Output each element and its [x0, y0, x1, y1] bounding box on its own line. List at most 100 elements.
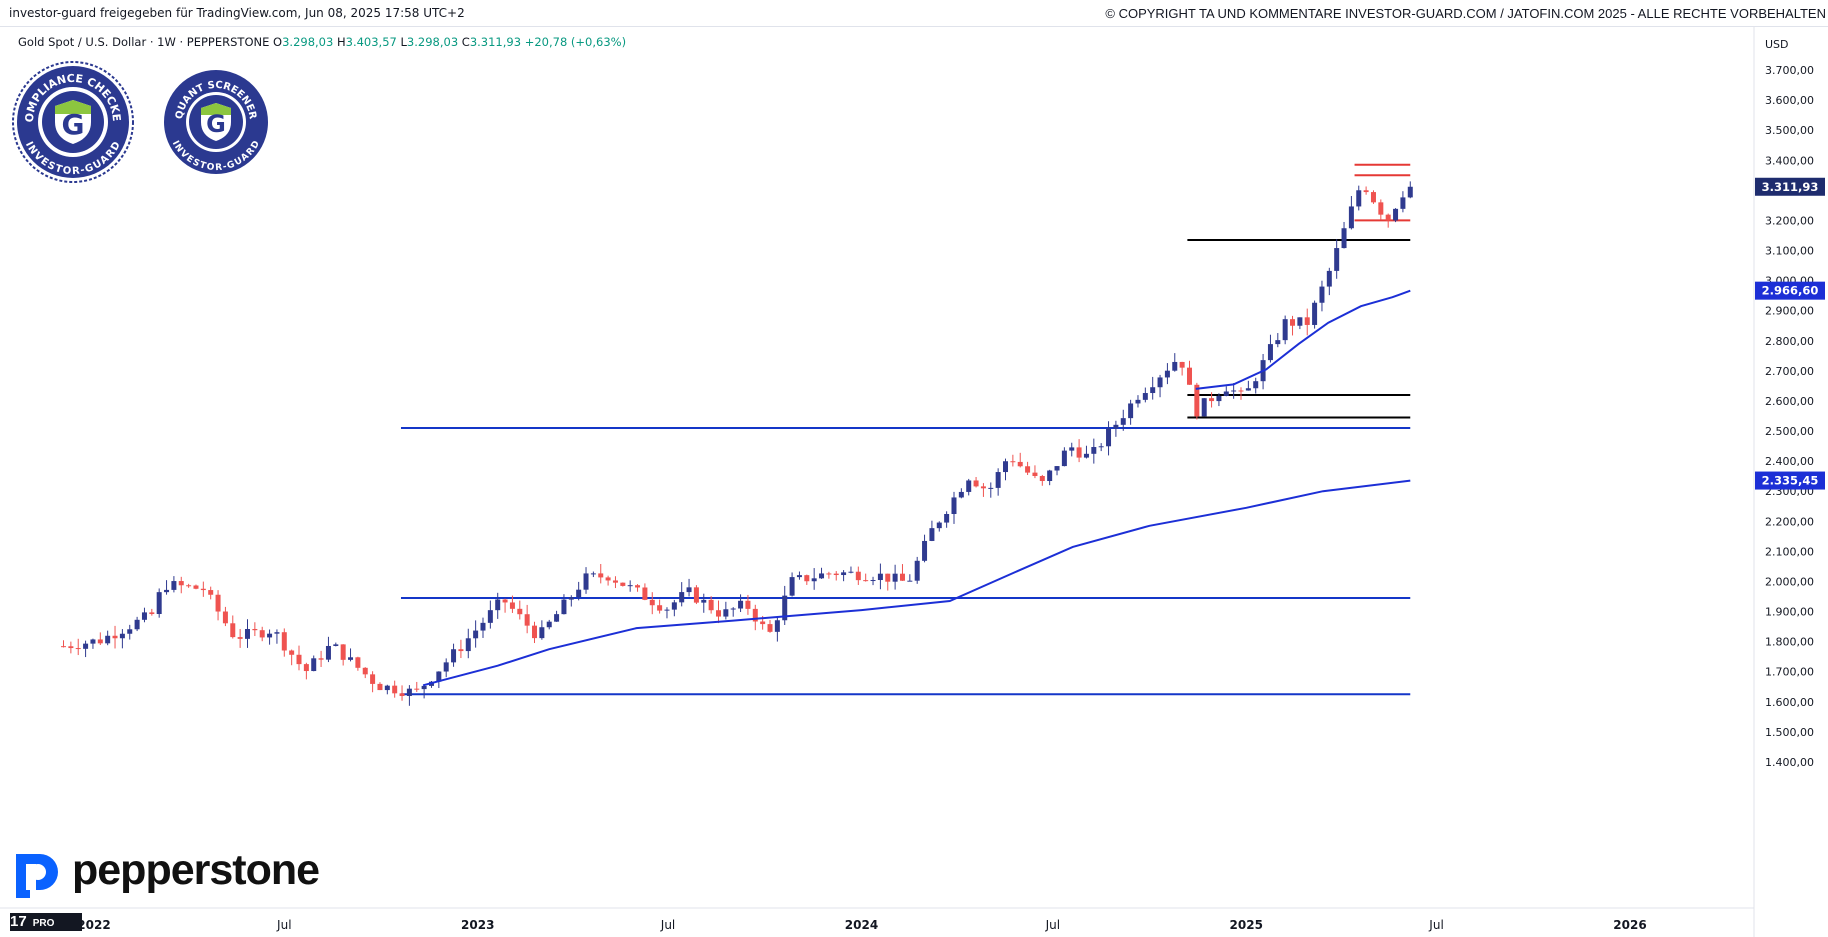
candle-body [215, 594, 221, 612]
candle-body [1290, 319, 1296, 326]
candle-body [1407, 186, 1413, 198]
currency-label[interactable]: USD [1765, 38, 1789, 51]
price-tick-label: 2.200,00 [1765, 515, 1814, 528]
svg-text:G: G [62, 108, 85, 141]
candle-body [922, 540, 928, 561]
price-tick-label: 2.000,00 [1765, 575, 1814, 588]
candle-body [480, 622, 486, 631]
candle-body [230, 623, 236, 638]
candle-body [958, 491, 964, 498]
tv-logo-text: 17 [10, 913, 27, 930]
candle-body [1054, 466, 1060, 471]
candle-body [458, 649, 464, 652]
candle-body [1098, 446, 1104, 448]
symbol-legend: Gold Spot / U.S. Dollar · 1W · PEPPERSTO… [18, 35, 626, 49]
candle-body [848, 571, 854, 573]
symbol-title[interactable]: Gold Spot / U.S. Dollar · 1W · PEPPERSTO… [18, 35, 270, 49]
candle-body [237, 637, 243, 639]
candle-body [1091, 447, 1097, 454]
candle-body [1209, 398, 1215, 402]
candles [61, 181, 1413, 706]
candle-body [1083, 453, 1089, 458]
candle-body [826, 573, 832, 575]
candle-body [863, 580, 869, 582]
candle-body [988, 487, 994, 489]
high-value: 3.403,57 [345, 35, 397, 49]
candle-body [1312, 302, 1318, 325]
candle-body [627, 585, 633, 587]
candle-body [944, 514, 950, 523]
candle-body [1076, 447, 1082, 458]
candle-body [1128, 403, 1134, 419]
high-label: H [336, 35, 346, 49]
candle-body [539, 627, 545, 639]
tradingview-pro-mark[interactable]: 17 PRO [10, 913, 82, 931]
candle-body [443, 662, 449, 672]
candle-body [1164, 370, 1170, 378]
candle-body [222, 611, 228, 624]
candle-body [980, 486, 986, 489]
candle-body [811, 578, 817, 582]
pepperstone-logo-icon [16, 854, 58, 898]
price-tick-label: 1.500,00 [1765, 726, 1814, 739]
time-tick-label: Jul [1428, 918, 1443, 932]
candle-body [929, 528, 935, 541]
candle-body [1061, 450, 1067, 467]
candle-body [509, 602, 515, 609]
candle-body [907, 580, 913, 582]
candle-body [804, 575, 810, 582]
candle-body [693, 587, 699, 603]
candle-body [1267, 344, 1273, 361]
candle-body [141, 612, 147, 620]
ma-value-tag-bg [1755, 281, 1825, 300]
candle-body [1032, 472, 1038, 477]
change-value: +20,78 (+0,63%) [524, 35, 627, 49]
price-tick-label: 1.700,00 [1765, 666, 1814, 679]
price-axis: USD 3.700,003.600,003.500,003.400,003.30… [0, 26, 1814, 937]
candle-body [495, 599, 501, 611]
low-value: 3.298,03 [406, 35, 459, 49]
candle-body [664, 609, 670, 611]
candle-body [252, 628, 258, 631]
candle-body [83, 643, 89, 649]
top-bar: investor-guard freigegeben für TradingVi… [0, 0, 1828, 27]
price-tick-label: 1.900,00 [1765, 606, 1814, 619]
candle-body [208, 590, 214, 595]
candle-body [554, 614, 560, 622]
price-tick-label: 3.700,00 [1765, 64, 1814, 77]
candle-body [311, 658, 317, 672]
candle-body [178, 581, 184, 586]
candle-body [819, 573, 825, 579]
price-chart[interactable]: USD 3.700,003.600,003.500,003.400,003.30… [0, 26, 1828, 937]
candle-body [679, 592, 685, 603]
candle-body [686, 587, 692, 593]
candle-body [473, 630, 479, 639]
candle-body [296, 654, 302, 665]
candle-body [760, 621, 766, 625]
candle-body [1039, 476, 1045, 482]
candle-body [119, 633, 125, 639]
candle-body [1186, 367, 1192, 385]
ma-value-tag: 2.335,45 [1762, 474, 1819, 488]
candle-body [1142, 393, 1148, 400]
candle-body [244, 628, 250, 639]
candle-body [281, 632, 287, 651]
moving-average-line [422, 479, 1411, 687]
ma-value-tag-bg [1755, 471, 1825, 490]
candle-body [502, 599, 508, 603]
candle-body [966, 480, 972, 492]
low-label: L [400, 35, 407, 49]
candle-body [68, 646, 74, 649]
close-label: C [461, 35, 470, 49]
candle-body [1223, 391, 1229, 396]
candle-body [289, 650, 295, 655]
candle-body [259, 630, 265, 638]
candle-body [362, 667, 368, 675]
candle-body [767, 624, 773, 632]
candle-body [267, 633, 273, 638]
price-tick-label: 1.600,00 [1765, 696, 1814, 709]
candle-body [193, 585, 199, 589]
share-info: investor-guard freigegeben für TradingVi… [9, 6, 465, 20]
candle-body [576, 589, 582, 598]
svg-text:G: G [206, 110, 226, 138]
